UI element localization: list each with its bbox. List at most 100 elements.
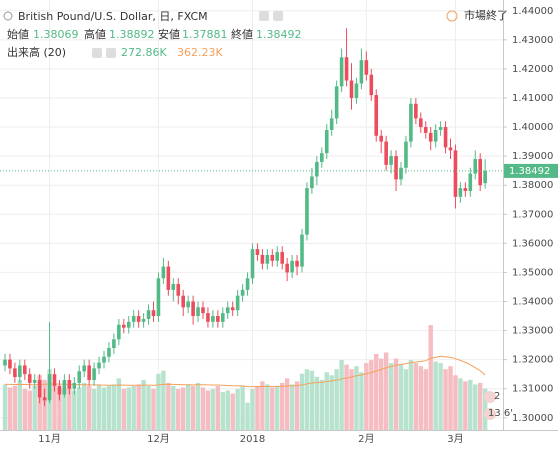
- candle-body: [300, 234, 304, 267]
- volume-bar: [156, 373, 161, 430]
- chart-title: British Pound/U.S. Dollar, 日, FXCM: [18, 10, 208, 23]
- vol-settings-icon[interactable]: [92, 48, 102, 58]
- candle-body: [32, 379, 37, 383]
- candle-body: [230, 307, 235, 311]
- candle-body: [240, 289, 245, 296]
- volume-bar: [319, 379, 324, 430]
- volume-bar: [354, 366, 359, 430]
- candle-body: [359, 60, 364, 84]
- volume-bar: [260, 381, 265, 430]
- candle-body: [438, 127, 443, 130]
- volume-bar: [275, 385, 280, 430]
- candle-body: [18, 365, 22, 378]
- candle-body: [27, 374, 32, 383]
- volume-bar: [339, 360, 344, 430]
- volume-bar: [379, 358, 384, 430]
- hide-icon[interactable]: [273, 11, 283, 21]
- event-label: 13 6': [488, 408, 513, 419]
- y-tick-label: 1.35000: [512, 267, 553, 278]
- volume-bar: [52, 384, 57, 430]
- y-tick-label: 1.44000: [512, 6, 553, 17]
- volume-ma-line: [5, 355, 486, 388]
- volume-bar: [146, 385, 151, 430]
- x-tick-label: 2月: [358, 433, 374, 445]
- candle-body: [146, 310, 151, 319]
- candle-body: [275, 252, 280, 261]
- candle-body: [394, 156, 398, 180]
- last-price-label: 1.38492: [509, 166, 550, 177]
- volume-bar: [240, 385, 245, 430]
- candle-body: [112, 339, 116, 349]
- candle-body: [280, 252, 284, 264]
- candle-body: [102, 356, 106, 363]
- volume-bar: [344, 364, 349, 430]
- volume-bar: [176, 388, 181, 430]
- candle-body: [82, 365, 86, 372]
- candle-body: [255, 249, 260, 255]
- open-label: 始値: [7, 27, 29, 41]
- candle-body: [483, 170, 487, 184]
- candle-body: [206, 313, 210, 322]
- candle-body: [245, 278, 250, 290]
- volume-bar: [2, 384, 8, 430]
- volume-bar: [403, 369, 409, 430]
- candle-body: [310, 176, 314, 189]
- volume-bar: [111, 384, 117, 430]
- candle-body: [166, 266, 171, 290]
- candle-body: [62, 379, 67, 395]
- volume-bar: [126, 387, 131, 430]
- volume-bar: [408, 360, 414, 430]
- volume-bar: [195, 382, 201, 430]
- candle-body: [344, 57, 349, 81]
- event-icon[interactable]: [484, 391, 496, 403]
- volume-bar: [82, 382, 87, 430]
- low-value: 1.37881: [182, 28, 228, 41]
- volume-bar: [116, 378, 122, 430]
- candle-body: [171, 284, 176, 290]
- volume-bar: [478, 382, 483, 430]
- volume-bar: [423, 369, 428, 430]
- open-value: 1.38069: [33, 28, 79, 41]
- candle-body: [156, 278, 161, 317]
- volume-bar: [369, 360, 374, 430]
- candle-body: [181, 295, 185, 308]
- event-label: 2: [494, 391, 500, 402]
- candle-body: [285, 263, 289, 273]
- candle-body: [196, 307, 200, 317]
- volume-bar: [136, 384, 141, 430]
- volume-bar: [171, 385, 176, 430]
- settings-icon[interactable]: [259, 11, 269, 21]
- volume-bar: [482, 388, 488, 430]
- event-icon[interactable]: [484, 408, 496, 420]
- candle-body: [329, 118, 334, 130]
- volume-bar: [413, 363, 419, 430]
- collapse-icon[interactable]: [3, 11, 13, 21]
- candle-body: [320, 153, 324, 162]
- candle-body: [453, 150, 458, 197]
- volume-bar: [230, 393, 235, 430]
- volume-title: 出来高 (20): [7, 45, 66, 59]
- y-tick-label: 1.32000: [512, 355, 553, 366]
- volume-bar: [106, 385, 112, 430]
- vol-hide-icon[interactable]: [106, 48, 116, 58]
- volume-bar: [383, 352, 389, 430]
- candle-body: [334, 86, 339, 119]
- candle-body: [37, 379, 42, 398]
- y-tick-label: 1.42000: [512, 64, 553, 75]
- candle-body: [374, 95, 379, 136]
- volume-bar: [374, 354, 379, 430]
- volume-bar: [245, 402, 250, 430]
- volume-bar: [235, 388, 240, 430]
- candle-body: [72, 382, 77, 389]
- high-label: 高値: [84, 27, 106, 41]
- volume-bar: [250, 388, 255, 430]
- volume-bar: [91, 388, 97, 430]
- x-tick-label: 3月: [447, 433, 463, 445]
- volume-bar: [205, 390, 211, 430]
- volume-bar: [215, 385, 221, 430]
- volume-bar: [32, 385, 37, 430]
- volume-bar: [364, 363, 369, 430]
- volume-bar: [27, 390, 32, 430]
- candle-body: [478, 159, 482, 186]
- candle-body: [161, 266, 166, 279]
